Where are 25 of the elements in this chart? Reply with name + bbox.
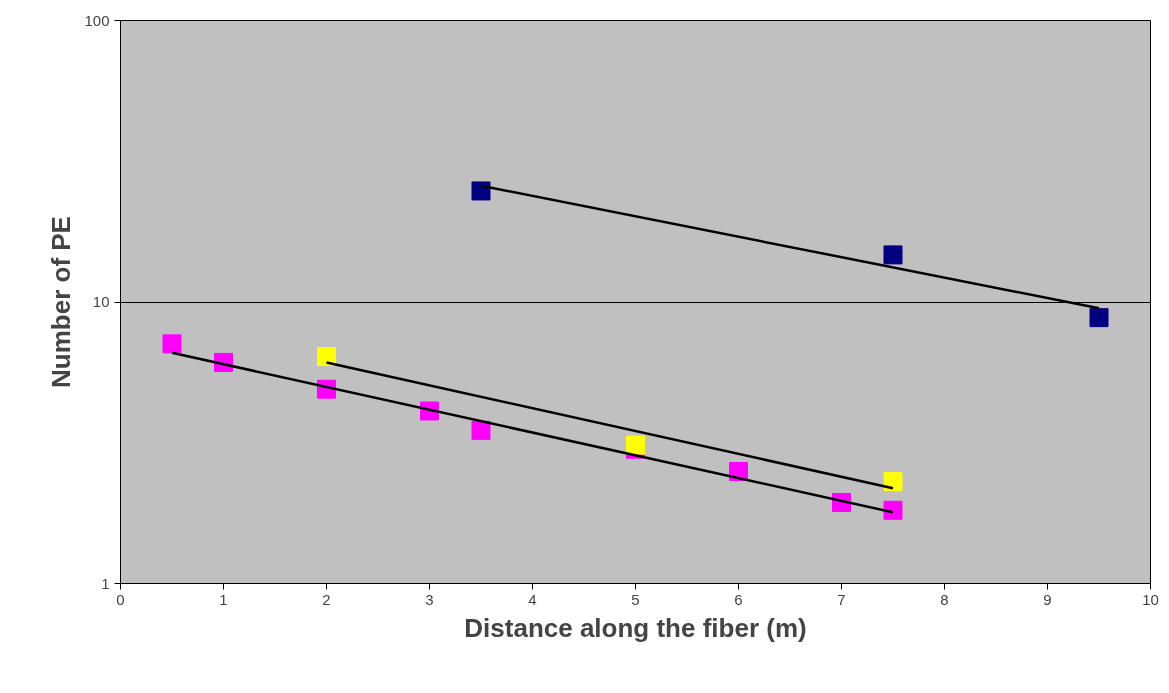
x-tick-label: 8 xyxy=(940,590,949,608)
point xyxy=(883,245,903,265)
x-tick-label: 9 xyxy=(1043,590,1052,608)
y-tick-label: 10 xyxy=(92,293,110,310)
y-tick-label: 1 xyxy=(101,574,110,592)
point xyxy=(1089,308,1109,328)
point xyxy=(471,420,491,440)
y-axis-title: Number of PE xyxy=(46,216,77,388)
point xyxy=(162,334,182,354)
point xyxy=(317,347,336,367)
x-tick-label: 10 xyxy=(1142,590,1159,608)
x-tick-label: 7 xyxy=(837,590,846,608)
x-tick-label: 3 xyxy=(425,590,434,608)
x-tick-label: 6 xyxy=(734,590,743,608)
y-tick-label: 100 xyxy=(84,11,110,29)
x-tick-label: 5 xyxy=(631,590,640,608)
x-axis-title: Distance along the fiber (m) xyxy=(464,612,807,643)
point xyxy=(883,472,903,492)
point xyxy=(883,500,903,520)
x-tick-label: 0 xyxy=(116,590,125,608)
point xyxy=(471,181,491,201)
x-tick-label: 2 xyxy=(322,590,331,608)
point xyxy=(626,435,645,455)
x-tick-label: 1 xyxy=(219,590,228,608)
x-tick-label: 4 xyxy=(528,590,537,608)
